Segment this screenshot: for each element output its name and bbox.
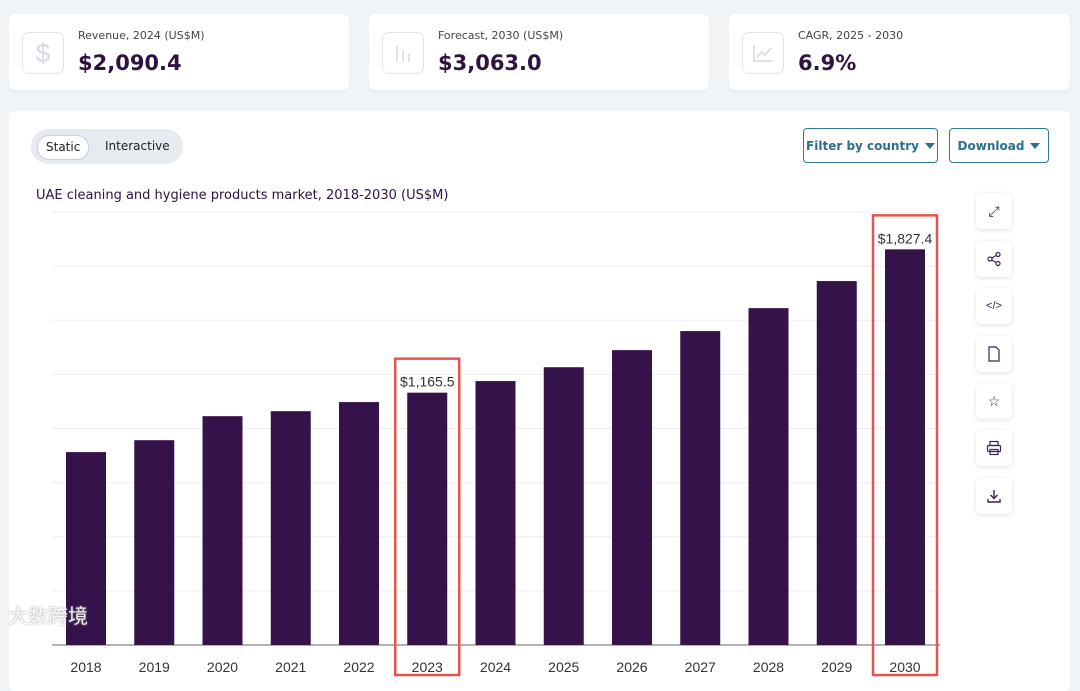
print-button[interactable] xyxy=(976,430,1012,466)
x-tick-label: 2018 xyxy=(70,659,101,675)
bar-chart-icon xyxy=(382,32,424,74)
fullscreen-button[interactable]: ⤢ xyxy=(976,193,1012,229)
highlight-box-2030 xyxy=(871,214,939,677)
bar-2029 xyxy=(816,281,857,645)
kpi-label: CAGR, 2025 - 2030 xyxy=(798,29,904,42)
x-tick-label: 2027 xyxy=(685,659,716,675)
filter-label: Filter by country xyxy=(806,138,919,153)
share-icon xyxy=(987,251,1001,267)
x-tick-label: 2028 xyxy=(753,659,784,675)
data-label-2030: $1,827.4 xyxy=(878,230,933,246)
toggle-static[interactable]: Static xyxy=(37,135,90,160)
kpi-value: 6.9% xyxy=(798,51,857,75)
kpi-cagr: CAGR, 2025 - 2030 6.9% xyxy=(729,14,1070,90)
bar-2021 xyxy=(270,411,311,645)
download-label: Download xyxy=(957,138,1025,153)
expand-icon: ⤢ xyxy=(988,202,1000,219)
download-image-button[interactable] xyxy=(976,478,1012,514)
kpi-label: Revenue, 2024 (US$M) xyxy=(78,29,205,42)
x-tick-label: 2030 xyxy=(889,659,920,675)
chart-title: UAE cleaning and hygiene products market… xyxy=(36,188,449,203)
bar-2022 xyxy=(339,402,379,645)
filter-by-country-button[interactable]: Filter by country xyxy=(803,128,938,163)
bar-2020 xyxy=(202,416,243,645)
toggle-interactive[interactable]: Interactive xyxy=(105,139,170,153)
bar-2024 xyxy=(475,381,516,645)
view-toggle: Static Interactive xyxy=(31,129,183,164)
code-icon: </> xyxy=(986,300,1002,312)
document-button[interactable] xyxy=(976,336,1012,372)
x-tick-label: 2019 xyxy=(139,659,170,675)
x-tick-label: 2022 xyxy=(343,659,374,675)
x-tick-label: 2023 xyxy=(412,659,443,675)
bar-2026 xyxy=(612,350,652,645)
bar-2027 xyxy=(680,331,721,645)
x-tick-label: 2029 xyxy=(821,659,852,675)
star-icon: ☆ xyxy=(987,392,1001,409)
dollar-icon: $ xyxy=(22,32,64,74)
kpi-revenue: $ Revenue, 2024 (US$M) $2,090.4 xyxy=(9,14,349,90)
download-button[interactable]: Download xyxy=(949,128,1049,163)
kpi-value: $2,090.4 xyxy=(78,51,182,75)
caret-down-icon xyxy=(924,142,935,149)
bar-2025 xyxy=(543,367,584,645)
bar-2030 xyxy=(885,249,925,645)
bar-2028 xyxy=(748,308,789,645)
bar-2019 xyxy=(134,440,175,645)
document-icon xyxy=(988,346,1000,362)
trend-up-icon xyxy=(742,32,784,74)
watermark: 大数跨境 xyxy=(8,604,88,628)
kpi-label: Forecast, 2030 (US$M) xyxy=(438,29,564,42)
x-tick-label: 2024 xyxy=(480,659,511,675)
embed-button[interactable]: </> xyxy=(976,288,1012,324)
print-icon xyxy=(986,440,1002,456)
kpi-forecast: Forecast, 2030 (US$M) $3,063.0 xyxy=(369,14,709,90)
bar-2018 xyxy=(66,452,106,645)
x-tick-label: 2025 xyxy=(548,659,579,675)
x-tick-label: 2020 xyxy=(207,659,238,675)
kpi-value: $3,063.0 xyxy=(438,51,542,75)
data-label-2023: $1,165.5 xyxy=(400,374,455,390)
favorite-button[interactable]: ☆ xyxy=(976,383,1012,419)
bar-2023 xyxy=(407,392,448,645)
x-tick-label: 2026 xyxy=(616,659,647,675)
caret-down-icon xyxy=(1030,142,1041,149)
bar-chart: 2018 2019 2020 2021 2022 2023 $1,165.5 2024 2025… xyxy=(52,211,940,677)
share-button[interactable] xyxy=(976,241,1012,277)
x-tick-label: 2021 xyxy=(275,659,306,675)
highlight-box-2023 xyxy=(394,357,461,677)
download-icon xyxy=(987,490,1001,503)
